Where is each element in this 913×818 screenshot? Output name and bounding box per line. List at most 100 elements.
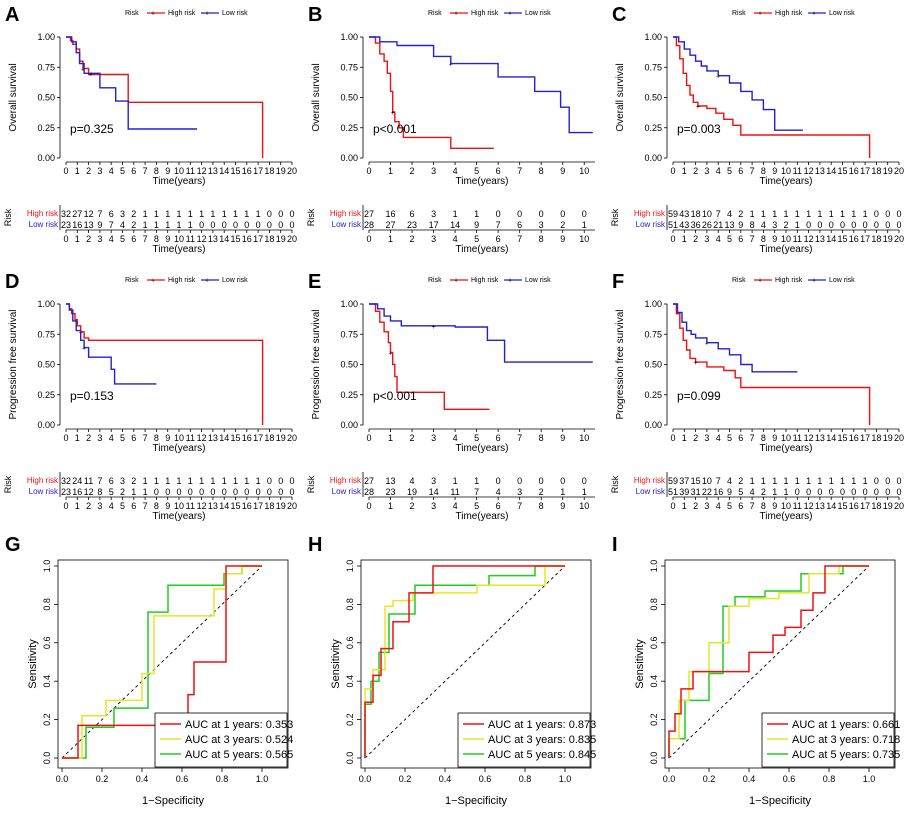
risk-count-high: 1 <box>761 209 766 219</box>
x-tick-label: 8 <box>539 166 544 176</box>
y-tick-label: 0.25 <box>644 390 662 400</box>
x-tick-label: 2 <box>86 166 91 176</box>
risk-count-high: 32 <box>61 209 71 219</box>
p-value: p=0.099 <box>677 389 721 403</box>
p-value: p=0.325 <box>70 122 114 136</box>
panel-letter: E <box>308 271 321 293</box>
y-tick-label: 0.75 <box>644 62 662 72</box>
y-tick-label: 0.6 <box>649 637 659 650</box>
risk-count-low: 0 <box>165 487 170 497</box>
risk-count-low: 4 <box>750 487 755 497</box>
x-tick-label: 20 <box>287 166 297 176</box>
x-tick-label: 11 <box>186 433 195 443</box>
x-tick-label: 7 <box>750 166 755 176</box>
x-tick-label: 10 <box>781 166 791 176</box>
risk-x-tick-label: 20 <box>894 234 904 244</box>
risk-count-high: 3 <box>431 476 436 486</box>
y-tick-label: 0.25 <box>644 123 662 133</box>
x-tick-label: 5 <box>120 166 125 176</box>
risk-count-high: 7 <box>716 209 721 219</box>
x-tick-label: 6 <box>496 433 501 443</box>
auc-legend-label: AUC at 5 years: 0.735 <box>792 749 900 761</box>
x-tick-label: 3 <box>431 166 436 176</box>
risk-x-tick-label: 10 <box>174 234 184 244</box>
risk-count-high: 1 <box>829 476 834 486</box>
x-tick-label: 2 <box>693 433 698 443</box>
x-axis-label: Time(years) <box>760 443 813 454</box>
censor-mark: + <box>449 62 453 69</box>
risk-count-high: 6 <box>410 209 415 219</box>
legend-high-marker: + <box>758 11 762 18</box>
risk-count-high: 1 <box>863 476 868 486</box>
risk-x-tick-label: 0 <box>366 234 371 244</box>
x-tick-label: 1 <box>682 166 687 176</box>
risk-count-high: 0 <box>496 209 501 219</box>
roc-curve-1y <box>668 565 869 758</box>
risk-count-high: 0 <box>582 476 587 486</box>
km-panel-f: F Risk + High risk + Low risk 0.00 0.25 0.50 0.75… <box>610 271 904 522</box>
risk-x-tick-label: 5 <box>727 501 732 511</box>
risk-count-high: 18 <box>691 209 701 219</box>
risk-x-tick-label: 9 <box>560 501 565 511</box>
x-tick-label: 20 <box>894 166 904 176</box>
risk-count-low: 1 <box>560 487 565 497</box>
risk-count-high: 1 <box>795 209 800 219</box>
risk-count-low: 1 <box>165 220 170 230</box>
x-tick-label: 4 <box>716 433 721 443</box>
p-value: p=0.003 <box>677 122 721 136</box>
x-tick-label: 3 <box>704 166 709 176</box>
risk-count-high: 0 <box>278 476 283 486</box>
x-tick-label: 2 <box>410 433 415 443</box>
risk-count-high: 1 <box>474 209 479 219</box>
risk-x-tick-label: 10 <box>579 234 589 244</box>
legend-high-label: High risk <box>471 277 499 284</box>
x-tick-label: 18 <box>264 433 274 443</box>
x-tick-label: 13 <box>815 166 825 176</box>
risk-x-tick-label: 18 <box>264 234 274 244</box>
risk-count-low: 4 <box>120 220 125 230</box>
y-tick-label: 0.00 <box>37 420 55 430</box>
km-curve-high-risk <box>673 303 871 425</box>
x-tick-label: 9 <box>165 433 170 443</box>
risk-table-high-label: High risk <box>27 476 59 485</box>
x-tick-label: 4 <box>453 166 458 176</box>
risk-count-high: 27 <box>364 476 374 486</box>
risk-x-tick-label: 13 <box>815 234 825 244</box>
y-tick-label: 0.8 <box>649 598 659 611</box>
censor-mark: + <box>81 66 85 73</box>
panel-letter: G <box>5 534 21 556</box>
legend-high-marker: + <box>758 278 762 285</box>
auc-legend-label: AUC at 1 years: 0.873 <box>488 719 596 731</box>
risk-count-high: 1 <box>474 476 479 486</box>
risk-count-low: 0 <box>829 487 834 497</box>
risk-count-low: 2 <box>131 220 136 230</box>
auc-legend-label: AUC at 3 years: 0.524 <box>185 734 293 746</box>
legend-title: Risk <box>125 10 139 17</box>
x-tick-label: 11 <box>793 166 802 176</box>
risk-count-high: 1 <box>851 209 856 219</box>
x-tick-label: 18 <box>871 166 881 176</box>
y-tick-label: 0.4 <box>649 675 659 688</box>
risk-count-high: 1 <box>840 209 845 219</box>
x-tick-label: 15 <box>230 166 240 176</box>
risk-count-low: 0 <box>233 487 238 497</box>
risk-x-tick-label: 4 <box>453 234 458 244</box>
risk-count-low: 22 <box>702 487 712 497</box>
auc-legend-label: AUC at 1 years: 0.353 <box>185 719 293 731</box>
x-tick-label: 18 <box>871 433 881 443</box>
x-tick-label: 18 <box>264 166 274 176</box>
risk-x-tick-label: 2 <box>693 501 698 511</box>
y-tick-label: 0.50 <box>644 93 662 103</box>
risk-count-low: 0 <box>188 487 193 497</box>
risk-x-axis-label: Time(years) <box>456 244 509 255</box>
x-tick-label: 11 <box>793 433 802 443</box>
risk-count-low: 2 <box>120 487 125 497</box>
risk-x-tick-label: 6 <box>131 234 136 244</box>
risk-count-high: 7 <box>716 476 721 486</box>
x-tick-label: 6 <box>738 166 743 176</box>
legend-title: Risk <box>125 277 139 284</box>
x-tick-label: 16 <box>242 433 252 443</box>
risk-count-low: 0 <box>829 220 834 230</box>
risk-x-tick-label: 19 <box>276 234 286 244</box>
risk-x-axis-label: Time(years) <box>456 511 509 522</box>
